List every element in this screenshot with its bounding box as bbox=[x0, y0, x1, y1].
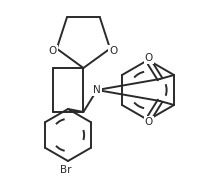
Text: O: O bbox=[49, 46, 57, 56]
Text: O: O bbox=[145, 117, 153, 127]
Text: O: O bbox=[109, 46, 117, 56]
Text: O: O bbox=[145, 53, 153, 63]
Text: N: N bbox=[93, 85, 101, 95]
Text: Br: Br bbox=[60, 165, 72, 175]
